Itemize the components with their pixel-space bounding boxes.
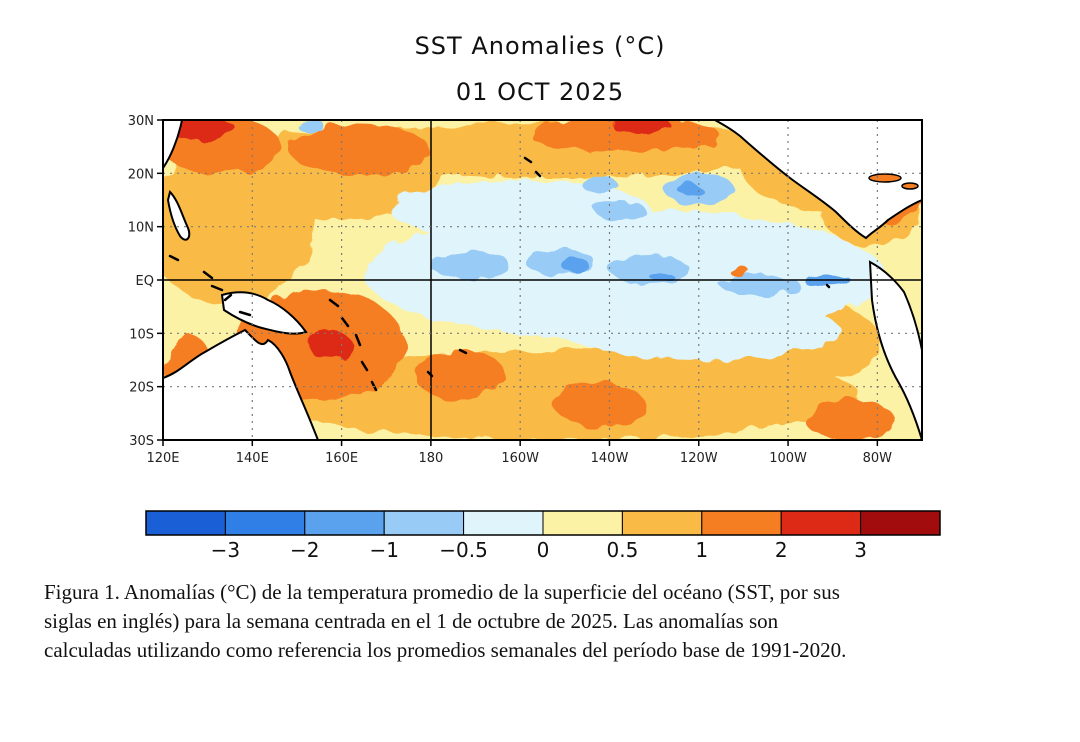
colorbar-label: 2 xyxy=(775,538,788,562)
colorbar-swatch xyxy=(860,510,941,536)
lon-tick-label: 140E xyxy=(236,451,269,466)
map-title: SST Anomalies (°C) xyxy=(414,32,666,60)
lat-tick-label: 30S xyxy=(129,434,154,449)
colorbar-swatch xyxy=(383,510,465,536)
colorbar-swatch xyxy=(542,510,623,536)
lon-tick-label: 100W xyxy=(769,451,807,466)
caption-line: siglas en inglés) para la semana centrad… xyxy=(44,609,779,633)
lat-tick-label: 20S xyxy=(129,381,154,396)
lon-tick-label: 120W xyxy=(680,451,718,466)
lat-tick-label: EQ xyxy=(136,274,154,289)
lon-tick-label: 160E xyxy=(325,451,358,466)
colorbar-label: 0.5 xyxy=(606,538,638,562)
colorbar-label: 1 xyxy=(695,538,708,562)
lon-tick-label: 160W xyxy=(501,451,539,466)
figure-caption: Figura 1. Anomalías (°C) de la temperatu… xyxy=(44,578,1044,665)
lat-tick-label: 10N xyxy=(128,221,154,236)
colorbar-label: −3 xyxy=(211,538,240,562)
colorbar-label: 3 xyxy=(854,538,867,562)
lon-tick-label: 80W xyxy=(863,451,893,466)
colorbar-swatch xyxy=(145,510,226,536)
lon-tick-label: 180 xyxy=(418,451,443,466)
land xyxy=(163,120,922,440)
colorbar-swatch xyxy=(701,510,782,536)
colorbar-swatch xyxy=(621,510,703,536)
lon-tick-label: 140W xyxy=(591,451,629,466)
caption-line: Figura 1. Anomalías (°C) de la temperatu… xyxy=(44,580,840,604)
anomaly-field xyxy=(163,120,922,440)
colorbar-swatch xyxy=(224,510,306,536)
lat-tick-label: 20N xyxy=(128,167,154,182)
lat-tick-label: 30N xyxy=(128,114,154,129)
colorbar xyxy=(145,510,941,536)
colorbar-swatch xyxy=(463,510,544,536)
lat-tick-label: 10S xyxy=(129,327,154,342)
caption-line: calculadas utilizando como referencia lo… xyxy=(44,638,847,662)
colorbar-label: −1 xyxy=(369,538,398,562)
colorbar-label: −2 xyxy=(290,538,319,562)
colorbar-swatch xyxy=(304,510,385,536)
colorbar-swatch xyxy=(780,510,862,536)
lon-tick-label: 120E xyxy=(146,451,179,466)
colorbar-label: −0.5 xyxy=(439,538,488,562)
colorbar-label: 0 xyxy=(537,538,550,562)
map-date: 01 OCT 2025 xyxy=(455,78,625,106)
